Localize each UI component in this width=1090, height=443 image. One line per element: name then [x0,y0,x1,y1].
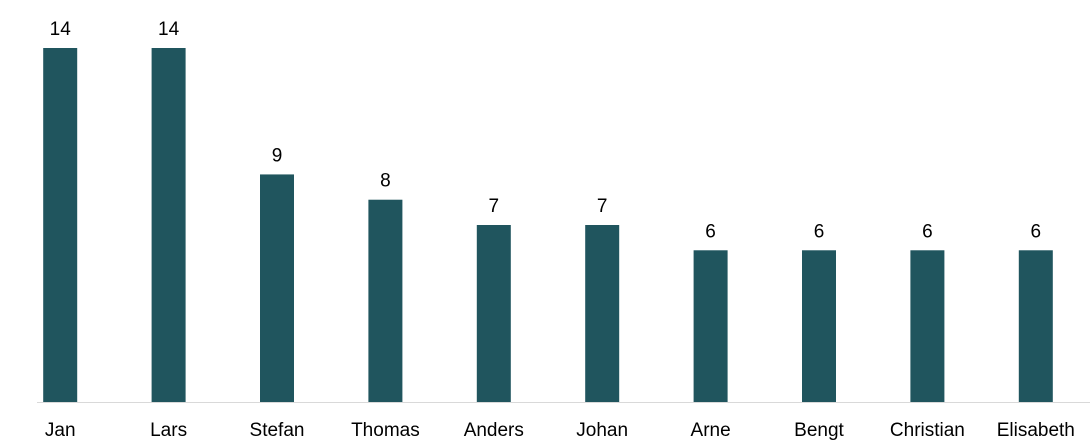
value-label-stefan: 9 [272,145,283,166]
category-label-thomas: Thomas [351,420,420,441]
bar-bengt [802,250,836,402]
category-label-johan: Johan [576,420,628,441]
category-label-jan: Jan [45,420,76,441]
value-label-christian: 6 [922,221,933,242]
bar-elisabeth [1018,250,1053,402]
value-label-bengt: 6 [814,221,825,242]
value-label-arne: 6 [705,221,716,242]
category-labels-group: Jan Lars Stefan Thomas Anders Johan Arne Bengt C… [45,420,1075,441]
value-label-elisabeth: 6 [1031,221,1042,242]
value-label-anders: 7 [489,196,500,217]
bar-thomas [368,199,403,402]
bars-group [43,48,1053,402]
bar-stefan [260,174,294,402]
value-labels-group: 14 14 9 8 7 7 6 6 6 6 [50,19,1041,242]
value-label-lars: 14 [158,19,180,40]
bar-christian [910,250,945,402]
category-label-christian: Christian [890,420,965,441]
category-label-stefan: Stefan [250,420,305,441]
value-label-thomas: 8 [380,171,391,192]
category-label-bengt: Bengt [794,420,844,441]
category-label-elisabeth: Elisabeth [997,420,1075,441]
bar-johan [585,225,620,402]
value-label-johan: 7 [597,196,608,217]
bar-lars [151,48,186,402]
bar-jan [43,48,78,402]
bar-arne [693,250,728,402]
category-label-anders: Anders [464,420,524,441]
category-label-arne: Arne [691,420,731,441]
bar-anders [476,225,511,402]
category-label-lars: Lars [150,420,187,441]
value-label-jan: 14 [50,19,72,40]
